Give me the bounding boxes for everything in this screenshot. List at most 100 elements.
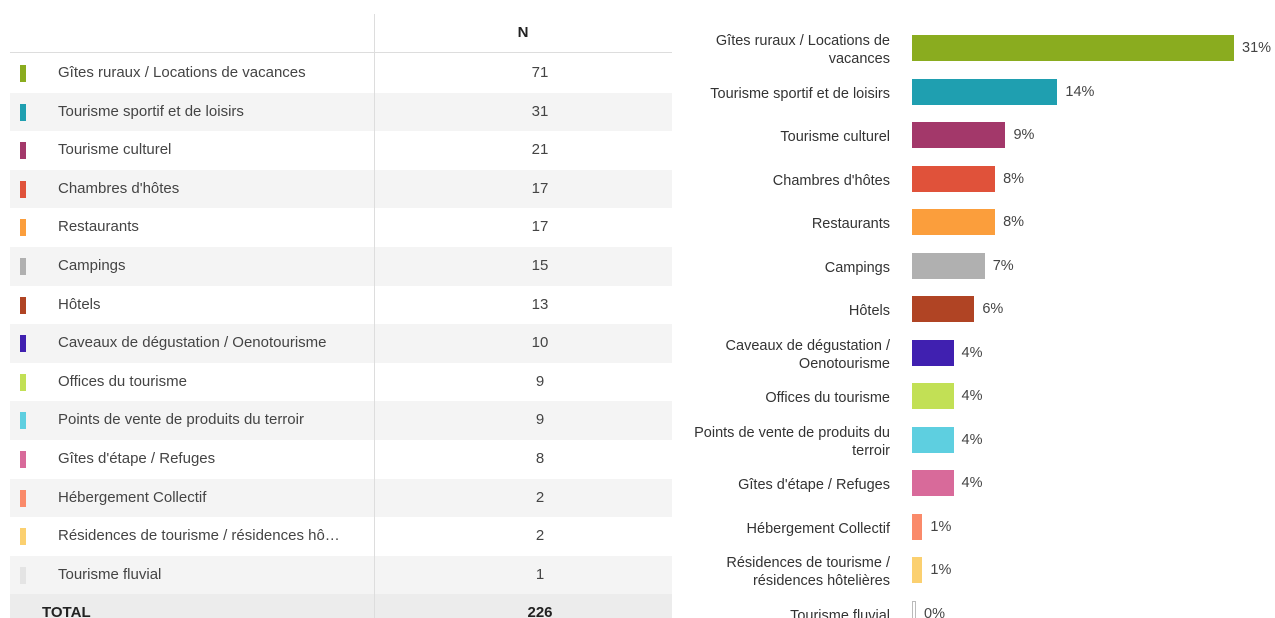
value-label: 1% xyxy=(930,562,952,578)
row-label: Tourisme fluvial xyxy=(58,565,162,583)
row-value: 1 xyxy=(535,565,545,583)
table-header xyxy=(10,14,672,53)
category-label: Campings xyxy=(824,259,890,276)
category-label: Gîtes d'étape / Refuges xyxy=(738,477,890,493)
category-label: Résidences de tourisme / résidences hôte… xyxy=(726,555,890,589)
category-label: Tourisme sportif et de loisirs xyxy=(710,85,890,102)
category-label: Caveaux de dégustation / Oenotourisme xyxy=(725,337,890,372)
bar xyxy=(912,78,1058,105)
row-value: 2 xyxy=(535,488,545,506)
table-row: Points de vente de produits du terroir 9 xyxy=(10,401,672,440)
table-row: Tourisme sportif et de loisirs 31 xyxy=(10,92,672,132)
table-row: Chambres d'hôtes 17 xyxy=(10,169,672,209)
value-label: 4% xyxy=(961,388,983,404)
bar xyxy=(912,557,923,583)
row-label: Caveaux de dégustation / Oenotourisme xyxy=(58,334,327,352)
row-value: 31 xyxy=(531,102,549,120)
value-label: 31% xyxy=(1242,40,1272,56)
total-value: 226 xyxy=(527,604,553,618)
total-label: TOTAL xyxy=(42,604,91,618)
bar xyxy=(912,35,1234,61)
bar xyxy=(912,165,996,192)
value-label: 8% xyxy=(1003,214,1025,230)
table-row: Tourisme culturel 21 xyxy=(10,131,672,170)
total-row: TOTAL 226 xyxy=(10,594,672,618)
value-label: 0% xyxy=(924,605,945,618)
bar xyxy=(912,470,954,496)
table-row: Tourisme fluvial 1 xyxy=(10,555,672,595)
category-label: Tourisme culturel xyxy=(780,129,890,145)
row-value: 15 xyxy=(531,257,549,274)
bar xyxy=(912,252,985,279)
color-swatch xyxy=(20,373,26,391)
color-swatch xyxy=(20,528,26,546)
row-value: 10 xyxy=(531,334,549,352)
bar xyxy=(912,122,1006,148)
color-swatch xyxy=(20,142,26,160)
bar xyxy=(912,296,975,322)
table-row: Hébergement Collectif 2 xyxy=(10,478,672,518)
category-label: Restaurants xyxy=(811,216,890,232)
row-label: Points de vente de produits du terroir xyxy=(58,411,304,429)
value-label: 14% xyxy=(1065,83,1095,100)
row-label: Tourisme sportif et de loisirs xyxy=(58,102,244,120)
color-swatch xyxy=(20,65,26,82)
value-label: 8% xyxy=(1003,170,1025,187)
row-value: 9 xyxy=(535,372,545,390)
color-swatch xyxy=(20,489,26,507)
color-swatch xyxy=(20,180,26,198)
row-label: Gîtes d'étape / Refuges xyxy=(58,450,216,467)
color-swatch xyxy=(20,412,26,430)
category-label: Tourisme fluvial xyxy=(790,607,890,618)
color-swatch xyxy=(20,451,26,468)
category-label: Offices du tourisme xyxy=(765,390,890,406)
row-value: 17 xyxy=(531,179,549,197)
color-swatch xyxy=(20,335,26,353)
bar xyxy=(912,383,954,409)
row-label: Résidences de tourisme / résidences hô… xyxy=(58,527,340,545)
color-swatch xyxy=(20,258,26,275)
color-swatch xyxy=(20,219,26,237)
row-value: 13 xyxy=(531,295,549,313)
table-row: Campings 15 xyxy=(10,247,672,286)
color-swatch xyxy=(20,296,26,314)
table-row: Hôtels 13 xyxy=(10,286,672,325)
value-label: 4% xyxy=(961,431,983,448)
bar xyxy=(912,209,996,235)
color-swatch xyxy=(20,566,26,584)
bar xyxy=(912,600,916,618)
row-label: Hébergement Collectif xyxy=(58,488,207,506)
category-label: Gîtes ruraux / Locations de vacances xyxy=(715,33,890,67)
row-value: 17 xyxy=(531,218,549,236)
table-row: Restaurants 17 xyxy=(10,208,672,247)
row-label: Restaurants xyxy=(58,218,139,236)
column-divider xyxy=(374,14,375,618)
row-label: Campings xyxy=(58,257,126,274)
row-value: 8 xyxy=(535,450,545,467)
value-label: 1% xyxy=(930,518,952,535)
row-label: Tourisme culturel xyxy=(58,141,172,159)
bar xyxy=(912,339,954,366)
category-label: Chambres d'hôtes xyxy=(772,172,890,189)
row-label: Offices du tourisme xyxy=(58,372,187,390)
color-swatch xyxy=(20,103,26,121)
row-value: 9 xyxy=(535,411,545,429)
row-value: 2 xyxy=(535,527,545,545)
table-row: Gîtes ruraux / Locations de vacances 71 xyxy=(10,54,672,93)
value-label: 9% xyxy=(1013,127,1035,143)
row-value: 71 xyxy=(531,64,549,81)
value-label: 6% xyxy=(982,301,1004,317)
bar xyxy=(912,426,954,453)
table-row: Caveaux de dégustation / Oenotourisme 10 xyxy=(10,324,672,363)
value-label: 7% xyxy=(992,257,1014,274)
table-row: Résidences de tourisme / résidences hô… 2 xyxy=(10,517,672,556)
header-n: N xyxy=(517,24,529,41)
row-label: Chambres d'hôtes xyxy=(58,179,180,197)
category-label: Hôtels xyxy=(848,303,890,319)
value-label: 4% xyxy=(961,475,983,491)
row-value: 21 xyxy=(531,141,549,159)
row-label: Hôtels xyxy=(58,295,101,313)
table-row: Offices du tourisme 9 xyxy=(10,363,672,402)
category-label: Points de vente de produits du terroir xyxy=(694,424,890,459)
